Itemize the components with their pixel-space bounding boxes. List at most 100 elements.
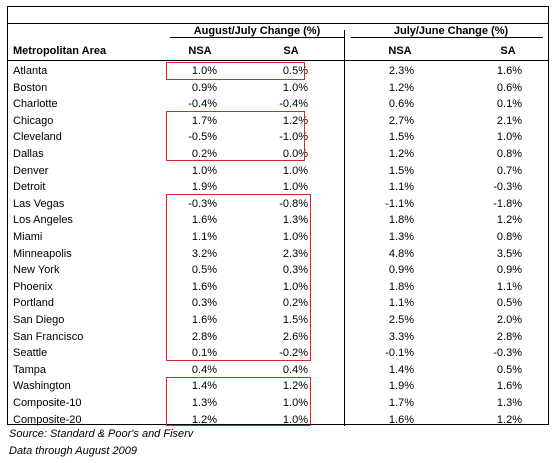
highlight-box-chicago-dallas — [166, 111, 305, 161]
cell-jj-nsa: -0.1% — [385, 347, 414, 360]
table-row: Denver 1.0% 1.0% 1.5% 0.7% — [8, 163, 550, 180]
cell-aj-sa: 2.3% — [282, 247, 308, 260]
cell-aj-sa: 2.6% — [282, 330, 308, 343]
group-header-aug-jul: August/July Change (%) — [193, 25, 321, 37]
cell-aj-sa: -1.0% — [279, 131, 308, 144]
metro-area-name: Charlotte — [13, 98, 58, 111]
cell-jj-nsa: 1.2% — [388, 81, 414, 94]
metro-area-name: Seattle — [13, 347, 48, 360]
cell-aj-sa: 1.2% — [282, 380, 308, 393]
cell-jj-nsa: 4.8% — [388, 247, 414, 260]
cell-jj-nsa: 0.6% — [388, 98, 414, 111]
cell-aj-nsa: 0.4% — [191, 363, 217, 376]
table-row: Detroit 1.9% 1.0% 1.1% -0.3% — [8, 179, 550, 196]
cell-jj-sa: 1.2% — [496, 413, 522, 426]
group-2-underline — [351, 37, 543, 38]
cell-aj-sa: 0.4% — [282, 363, 308, 376]
metro-area-name: Tampa — [13, 363, 47, 376]
data-through-note: Data through August 2009 — [9, 445, 138, 457]
metro-area-name: Minneapolis — [13, 247, 72, 260]
table-row: Seattle 0.1% -0.2% -0.1% -0.3% — [8, 345, 550, 362]
cell-jj-nsa: 2.7% — [388, 114, 414, 127]
table-row: Dallas 0.2% 0.0% 1.2% 0.8% — [8, 146, 550, 163]
cell-jj-sa: 3.5% — [496, 247, 522, 260]
cell-jj-nsa: 0.9% — [388, 264, 414, 277]
cell-jj-nsa: 1.5% — [388, 164, 414, 177]
metro-area-name: Composite-20 — [13, 413, 82, 426]
cell-aj-sa: 1.2% — [282, 114, 308, 127]
cell-jj-sa: 0.7% — [496, 164, 522, 177]
metro-area-name: Boston — [13, 81, 48, 94]
cell-jj-sa: 0.6% — [496, 81, 522, 94]
metro-area-name: Atlanta — [13, 65, 48, 77]
house-price-table: August/July Change (%) July/June Change … — [7, 6, 550, 426]
metro-area-name: New York — [13, 264, 60, 277]
table-row: Los Angeles 1.6% 1.3% 1.8% 1.2% — [8, 212, 550, 229]
highlight-box-atlanta — [166, 62, 305, 80]
cell-aj-sa: 1.5% — [282, 314, 308, 326]
metro-area-name: Composite-10 — [13, 397, 82, 409]
table-row: Portland 0.3% 0.2% 1.1% 0.5% — [8, 295, 550, 312]
metro-area-name: Washington — [13, 380, 71, 393]
cell-jj-sa: 1.1% — [496, 280, 522, 293]
cell-jj-sa: -0.3% — [493, 181, 522, 194]
cell-jj-nsa: 1.3% — [388, 231, 414, 243]
cell-jj-nsa: 1.6% — [388, 413, 414, 426]
cell-aj-sa: 1.0% — [282, 413, 308, 426]
cell-aj-nsa: 0.9% — [191, 81, 217, 94]
table-row: San Francisco 2.8% 2.6% 3.3% 2.8% — [8, 329, 550, 346]
table-row: Miami 1.1% 1.0% 1.3% 0.8% — [8, 229, 550, 246]
cell-jj-sa: 1.3% — [496, 397, 522, 409]
metro-area-name: San Francisco — [13, 330, 84, 343]
cell-jj-nsa: 1.8% — [388, 214, 414, 227]
cell-aj-sa: 1.0% — [282, 181, 308, 194]
column-header-nsa-2: NSA — [388, 45, 412, 57]
metro-area-name: Detroit — [13, 181, 46, 194]
cell-jj-nsa: 1.5% — [388, 131, 414, 144]
table-row: Tampa 0.4% 0.4% 1.4% 0.5% — [8, 362, 550, 379]
metro-area-name: San Diego — [13, 314, 65, 326]
cell-jj-nsa: 1.7% — [388, 397, 414, 409]
cell-jj-sa: 1.2% — [496, 214, 522, 227]
table-row: Minneapolis 3.2% 2.3% 4.8% 3.5% — [8, 246, 550, 263]
table-row: Cleveland -0.5% -1.0% 1.5% 1.0% — [8, 129, 550, 146]
highlight-box-washington-composites — [166, 377, 311, 426]
metro-area-name: Chicago — [13, 114, 54, 127]
cell-aj-sa: 0.0% — [282, 148, 308, 160]
table-row: Las Vegas -0.3% -0.8% -1.1% -1.8% — [8, 196, 550, 213]
cell-aj-nsa: 1.6% — [191, 280, 217, 293]
cell-jj-sa: -1.8% — [493, 197, 522, 210]
cell-aj-sa: 1.0% — [282, 231, 308, 243]
cell-aj-nsa: 1.1% — [191, 231, 217, 243]
cell-aj-nsa: -0.3% — [188, 197, 217, 210]
cell-jj-nsa: 1.4% — [388, 363, 414, 376]
metro-area-name: Miami — [13, 231, 43, 243]
cell-jj-sa: 0.9% — [496, 264, 522, 277]
metro-area-name: Dallas — [13, 148, 44, 160]
cell-jj-sa: -0.3% — [493, 347, 522, 360]
cell-aj-sa: 0.5% — [282, 65, 308, 77]
table-row: Composite-10 1.3% 1.0% 1.7% 1.3% — [8, 395, 550, 412]
metro-area-name: Los Angeles — [13, 214, 73, 227]
table-row: Atlanta 1.0% 0.5% 2.3% 1.6% — [8, 63, 550, 80]
source-note: Source: Standard & Poor's and Fiserv — [9, 428, 194, 440]
cell-jj-nsa: 2.5% — [388, 314, 414, 326]
cell-jj-sa: 0.1% — [496, 98, 522, 111]
table-row: Washington 1.4% 1.2% 1.9% 1.6% — [8, 378, 550, 395]
cell-aj-nsa: 3.2% — [191, 247, 217, 260]
cell-aj-nsa: 1.6% — [191, 214, 217, 227]
table-row: Charlotte -0.4% -0.4% 0.6% 0.1% — [8, 96, 550, 113]
highlight-box-lasvegas-seattle — [166, 194, 311, 361]
cell-aj-nsa: 1.3% — [191, 397, 217, 409]
table-row: Chicago 1.7% 1.2% 2.7% 2.1% — [8, 113, 550, 130]
table-row: San Diego 1.6% 1.5% 2.5% 2.0% — [8, 312, 550, 329]
cell-jj-sa: 0.8% — [496, 148, 522, 160]
group-1-underline — [170, 37, 344, 38]
metro-area-name: Portland — [13, 297, 54, 310]
group-header-jul-jun: July/June Change (%) — [393, 25, 509, 37]
cell-aj-nsa: 0.5% — [191, 264, 217, 277]
column-header-sa-2: SA — [500, 45, 516, 57]
cell-jj-sa: 1.6% — [496, 380, 522, 393]
cell-aj-sa: 1.3% — [282, 214, 308, 227]
cell-aj-sa: 1.0% — [282, 164, 308, 177]
